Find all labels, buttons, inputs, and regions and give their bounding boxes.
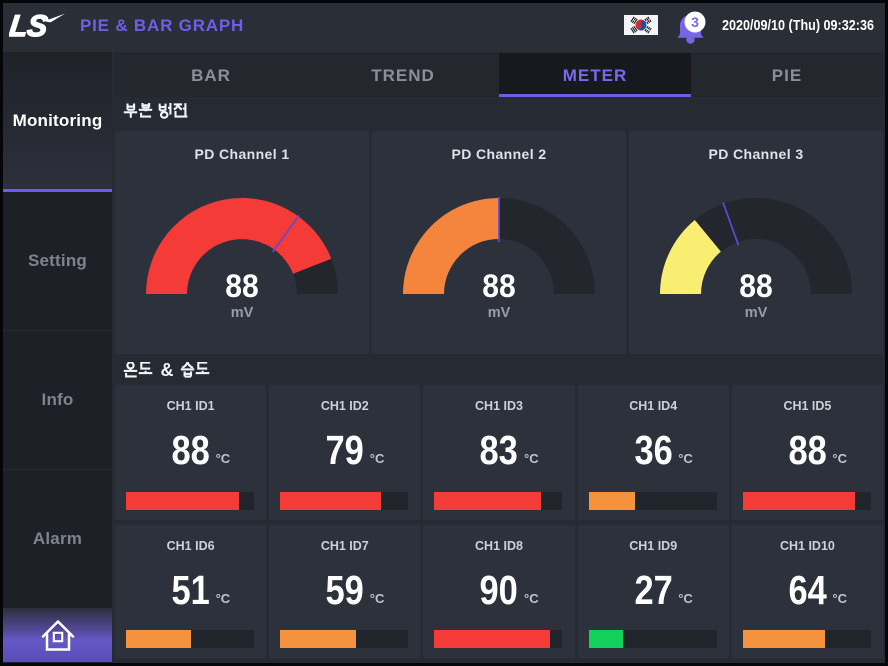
svg-text:3: 3 [691, 14, 699, 30]
svg-text:&: & [161, 362, 174, 378]
svg-text:LS: LS [9, 11, 49, 43]
